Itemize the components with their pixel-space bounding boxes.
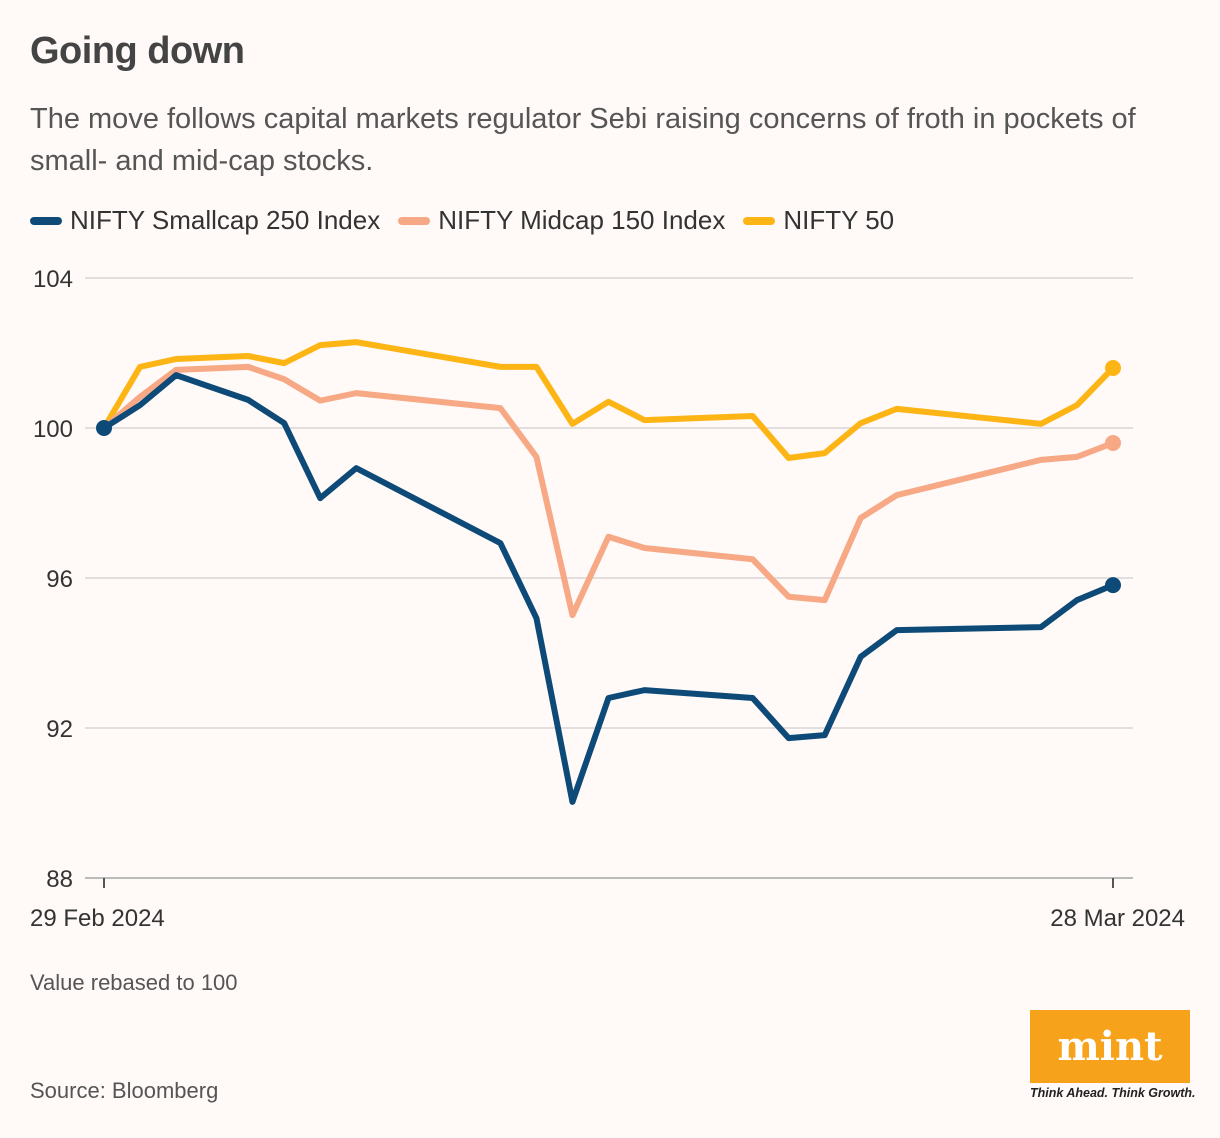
legend-item-smallcap: NIFTY Smallcap 250 Index (30, 205, 380, 236)
y-tick-label: 88 (46, 866, 73, 893)
legend-item-midcap: NIFTY Midcap 150 Index (398, 205, 725, 236)
y-tick-label: 104 (33, 266, 73, 293)
source-text: Source: Bloomberg (30, 1078, 219, 1103)
x-tick-label: 29 Feb 2024 (30, 905, 165, 932)
legend-swatch-nifty50 (743, 216, 776, 225)
legend-swatch-smallcap (30, 216, 62, 225)
legend-swatch-midcap (398, 216, 431, 225)
x-tick-label: 28 Mar 2024 (1050, 905, 1185, 932)
logo-tagline: Think Ahead. Think Growth. (1030, 1086, 1196, 1100)
legend-label-midcap: NIFTY Midcap 150 Index (438, 205, 726, 235)
data-point (1105, 360, 1121, 376)
legend: NIFTY Smallcap 250 Index NIFTY Midcap 15… (30, 205, 894, 236)
series-line-1 (101, 363, 1116, 619)
series-line-2 (101, 339, 1116, 461)
rebase-note: Value rebased to 100 (30, 970, 238, 995)
legend-label-nifty50: NIFTY 50 (783, 205, 895, 235)
data-point (1105, 435, 1121, 451)
chart-title: Going down (30, 30, 245, 72)
data-point (1105, 577, 1121, 594)
legend-item-nifty50: NIFTY 50 (743, 205, 894, 236)
y-tick-label: 100 (33, 416, 73, 443)
y-tick-label: 92 (46, 716, 73, 743)
legend-label-smallcap: NIFTY Smallcap 250 Index (70, 205, 381, 235)
y-tick-label: 96 (46, 566, 73, 593)
mint-logo: mint (1030, 1010, 1190, 1083)
logo-text: mint (1057, 1023, 1163, 1070)
series-line-0 (101, 372, 1116, 805)
data-point (96, 420, 112, 436)
chart-subtitle: The move follows capital markets regulat… (30, 103, 1136, 177)
